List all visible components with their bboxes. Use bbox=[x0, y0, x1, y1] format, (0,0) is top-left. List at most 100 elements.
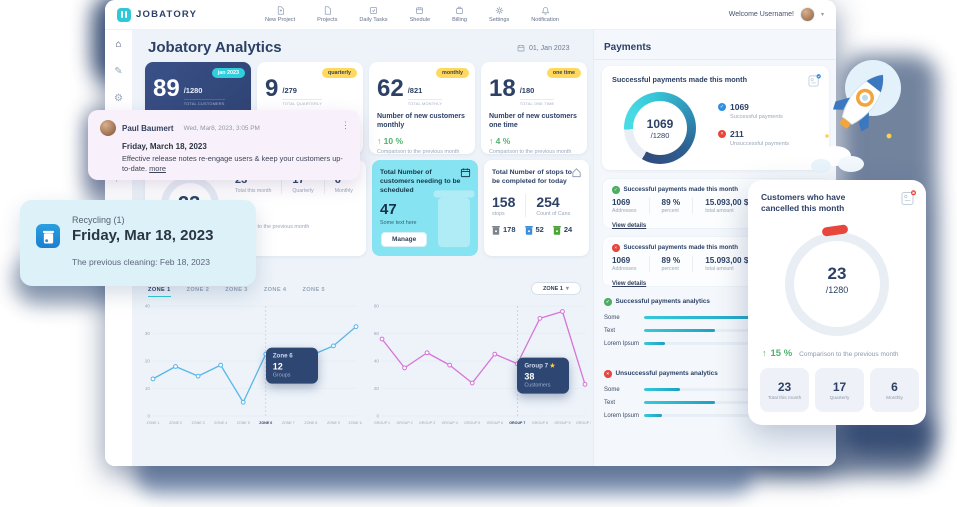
nav-item-shedule[interactable]: Shedule bbox=[410, 6, 430, 23]
nav-item-new-project[interactable]: New Project bbox=[265, 6, 295, 23]
schedule-icon bbox=[416, 7, 424, 14]
nav-item-settings[interactable]: Settings bbox=[489, 6, 509, 23]
svg-text:GROUP 10: GROUP 10 bbox=[576, 421, 591, 425]
more-link[interactable]: more bbox=[149, 163, 166, 173]
tab-zone-5[interactable]: ZONE 5 bbox=[302, 287, 326, 293]
sidebar-home-icon[interactable]: ⌂ bbox=[115, 39, 122, 50]
schedule-card[interactable]: Total Number of customers needing to be … bbox=[372, 160, 478, 256]
period-badge: jan 2023 bbox=[211, 68, 245, 78]
svg-text:ZONE 6: ZONE 6 bbox=[259, 421, 272, 425]
period-badge: monthly bbox=[436, 68, 469, 78]
trash-bin-icon bbox=[492, 225, 500, 235]
progress-bar bbox=[644, 341, 822, 346]
date-picker[interactable]: 01, Jan 2023 bbox=[517, 44, 569, 52]
progress-bar bbox=[644, 315, 822, 320]
cancelled-customers-card[interactable]: Customers who have cancelled this month … bbox=[748, 180, 926, 425]
blue-bin: 52 bbox=[524, 225, 544, 235]
tab-zone-4[interactable]: ZONE 4 bbox=[263, 287, 287, 293]
report-check-icon bbox=[808, 74, 821, 87]
cross-icon: × bbox=[604, 370, 612, 378]
progress-bar bbox=[644, 328, 822, 333]
check-icon: ✓ bbox=[612, 186, 620, 194]
stops-card[interactable]: Total Number of stops to be completed fo… bbox=[484, 160, 589, 256]
tab-zone-2[interactable]: ZONE 2 bbox=[186, 287, 210, 293]
zones-line-chart: 0 10 20 30 40 ZONE 1 ZONE 2 ZONE 3 ZONE 4 ZONE 5 Z… bbox=[137, 300, 362, 432]
brand-name: JOBATORY bbox=[136, 9, 198, 20]
bins-row: 178 52 24 bbox=[492, 225, 581, 235]
user-avatar[interactable] bbox=[799, 7, 815, 22]
svg-text:ZONE 3: ZONE 3 bbox=[192, 421, 205, 425]
recycling-previous: The previous cleaning: Feb 18, 2023 bbox=[72, 257, 210, 267]
recycling-popup[interactable]: Recycling (1) Friday, Mar 18, 2023 The p… bbox=[20, 200, 256, 286]
recycling-date: Friday, Mar 18, 2023 bbox=[72, 227, 214, 244]
progress-bar bbox=[644, 387, 822, 392]
cross-icon: × bbox=[718, 130, 726, 138]
billing-icon bbox=[456, 6, 463, 14]
sender-name: Paul Baumert bbox=[122, 123, 174, 133]
up-arrow-icon: ↑ bbox=[762, 348, 767, 358]
chevron-down-icon[interactable]: ▾ bbox=[820, 12, 824, 18]
sidebar-edit-icon[interactable]: ✎ bbox=[114, 66, 123, 77]
tab-zone-1[interactable]: ZONE 1 bbox=[148, 287, 171, 297]
main-menu: New Project Projects Daily Tasks Shedule… bbox=[265, 6, 559, 23]
brand[interactable]: JOBATORY bbox=[117, 7, 237, 22]
trash-bin-icon bbox=[552, 225, 561, 235]
payments-donut: 1069 /1280 bbox=[624, 92, 696, 164]
svg-text:60: 60 bbox=[374, 331, 380, 336]
svg-text:ZONE 9: ZONE 9 bbox=[327, 421, 340, 425]
stops-count: 158 stops bbox=[492, 193, 516, 217]
stat-card-monthly[interactable]: monthly 62 /821 total monthly Number of … bbox=[369, 62, 475, 155]
payments-heading: Payments bbox=[604, 42, 652, 53]
cancelled-tiles: 23 Total this month 17 Quarterly 6 Month… bbox=[760, 368, 919, 412]
up-arrow-icon: ↑ bbox=[377, 135, 382, 146]
svg-text:80: 80 bbox=[374, 304, 380, 309]
svg-text:20: 20 bbox=[145, 359, 151, 364]
svg-text:ZONE 7: ZONE 7 bbox=[282, 421, 295, 425]
cross-icon: × bbox=[612, 244, 620, 252]
manage-button[interactable]: Manage bbox=[381, 232, 428, 247]
notification-heading: Friday, March 18, 2023 bbox=[122, 142, 207, 151]
jobatory-logo-icon bbox=[117, 7, 131, 22]
tab-zone-3[interactable]: ZONE 3 bbox=[225, 287, 248, 293]
svg-text:40: 40 bbox=[374, 359, 380, 364]
view-details-link[interactable]: View details bbox=[612, 280, 647, 287]
top-nav: JOBATORY New Project Projects Daily Task… bbox=[105, 0, 836, 30]
recycling-bin-icon bbox=[36, 224, 60, 248]
notification-popup[interactable]: Paul Baumert Wed, Mar8, 2023, 3:05 PM ⋮ … bbox=[88, 110, 360, 180]
chart-tooltip: Group 7 ★ 38 Customers bbox=[517, 357, 570, 394]
svg-text:30: 30 bbox=[145, 331, 151, 336]
svg-text:GROUP 4: GROUP 4 bbox=[442, 421, 458, 425]
svg-text:ZONE 8: ZONE 8 bbox=[304, 421, 317, 425]
sender-avatar bbox=[100, 120, 116, 136]
svg-text:ZONE 10: ZONE 10 bbox=[349, 421, 362, 425]
cancelled-change-row: ↑ 15 % Comparison to the previous month bbox=[762, 348, 899, 359]
svg-text:ZONE 1: ZONE 1 bbox=[147, 421, 160, 425]
nav-item-billing[interactable]: Billing bbox=[452, 6, 467, 23]
success-analytics-header: ✓ Successful payments analytics bbox=[604, 298, 710, 306]
sidebar-settings-icon[interactable]: ⚙ bbox=[114, 93, 123, 104]
user-menu[interactable]: Welcome Username! ▾ bbox=[729, 7, 824, 22]
svg-text:GROUP 7: GROUP 7 bbox=[509, 421, 525, 425]
zone-dropdown[interactable]: ZONE 1 ▾ bbox=[531, 282, 581, 295]
kebab-menu-icon[interactable]: ⋮ bbox=[341, 120, 350, 130]
nav-item-projects[interactable]: Projects bbox=[317, 6, 337, 23]
period-badge: quarterly bbox=[321, 68, 357, 78]
legend-unsuccessful: × 211 Unsuccessful payments bbox=[718, 129, 789, 147]
notification-body: Effective release notes re-engage users … bbox=[122, 154, 343, 173]
successful-payments-card[interactable]: Successful payments made this month 1069… bbox=[602, 66, 829, 170]
svg-text:GROUP 3: GROUP 3 bbox=[419, 421, 435, 425]
trash-bin-watermark-icon bbox=[433, 190, 475, 248]
divider bbox=[594, 59, 836, 60]
tile-total-this-month: 23 Total this month bbox=[760, 368, 809, 412]
nav-item-notification[interactable]: Notification bbox=[531, 6, 559, 23]
cancelled-donut bbox=[785, 232, 889, 336]
stat-card-one-time[interactable]: one time 18 /180 total one time Number o… bbox=[481, 62, 587, 155]
view-details-link[interactable]: View details bbox=[612, 222, 647, 229]
svg-text:GROUP 8: GROUP 8 bbox=[532, 421, 548, 425]
settings-icon bbox=[495, 6, 503, 15]
svg-text:GROUP 9: GROUP 9 bbox=[554, 421, 570, 425]
nav-item-daily-tasks[interactable]: Daily Tasks bbox=[359, 6, 388, 23]
svg-text:ZONE 4: ZONE 4 bbox=[214, 421, 227, 425]
tile-quarterly: 17 Quarterly bbox=[815, 368, 864, 412]
donut-legend: ✓ 1069 Successful payments × 211 Unsuccess… bbox=[718, 102, 789, 147]
